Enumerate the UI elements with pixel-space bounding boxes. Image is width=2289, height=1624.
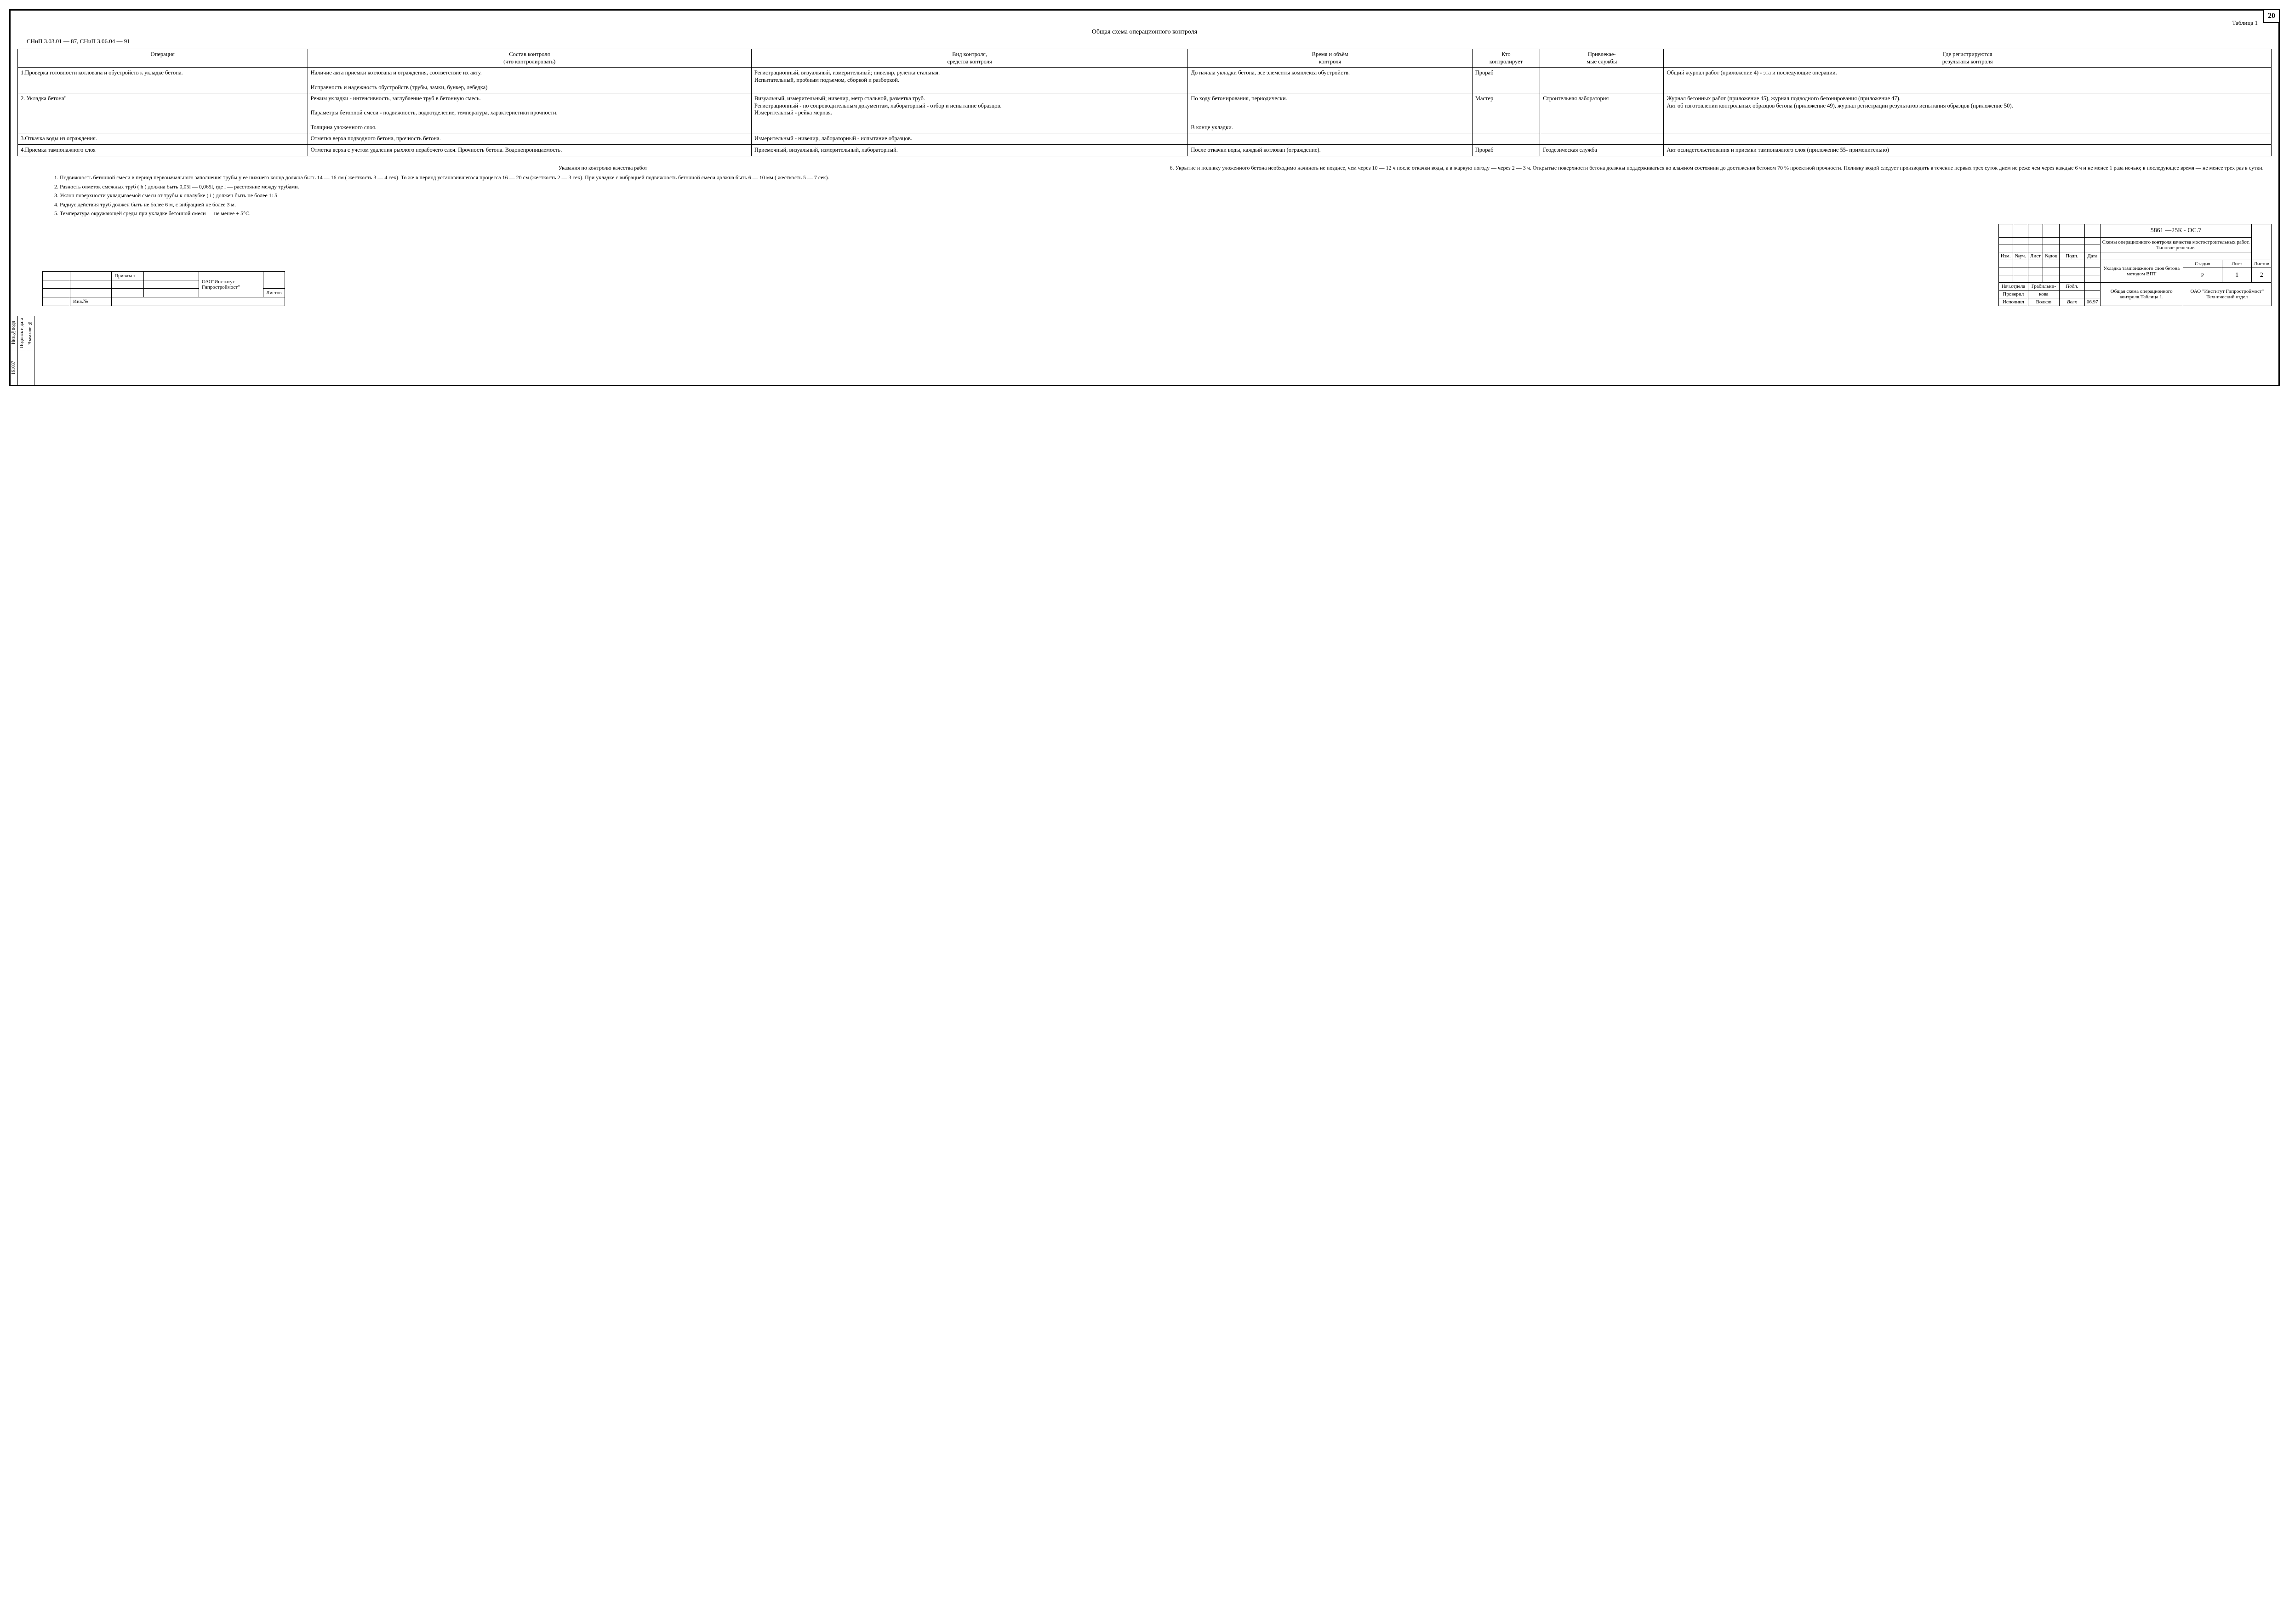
table-cell: Прораб [1472, 144, 1540, 156]
table-cell: Регистрационный, визуальный, измерительн… [751, 68, 1187, 93]
table-cell: 2. Укладка бетона" [18, 93, 308, 133]
note-item: 1. Подвижность бетонной смеси в период п… [54, 174, 1152, 182]
stamp-title1: Схемы операционного контроля качества мо… [2100, 238, 2252, 252]
stamp-code: 5861 —25К - ОС.7 [2100, 224, 2252, 238]
table-cell [1540, 133, 1664, 145]
quality-notes: Указания по контролю качества работ 1. П… [17, 165, 2272, 220]
note-item: 6. Укрытие и поливку уложенного бетона н… [1170, 165, 2267, 172]
table-label: Таблица 1 [17, 19, 2258, 27]
bind-role: Привязал [112, 272, 144, 280]
table-cell: Режим укладки - интенсивность, заглублен… [308, 93, 751, 133]
stamp-r1b: Грабильни- [2028, 283, 2059, 291]
side-label-vzam: Взам.инв.№ [28, 317, 33, 348]
stamp-sheet-v: 1 [2222, 268, 2252, 283]
table-cell: По ходу бетонирования, периодически. В к… [1188, 93, 1472, 133]
page-number: 20 [2263, 9, 2280, 23]
side-inv-number: 161037 [11, 352, 16, 383]
column-header: Вид контроля, средства контроля [751, 49, 1187, 68]
table-cell: Отметка верха подводного бетона, прочнос… [308, 133, 751, 145]
column-header: Время и объём контроля [1188, 49, 1472, 68]
stamp-r3d: 06.97 [2084, 298, 2100, 306]
note-item: 2. Разность отметок смежных труб ( h ) д… [54, 183, 1152, 191]
table-cell: Строительная лаборатория [1540, 93, 1664, 133]
stamp-col-header: Изм. [1998, 252, 2013, 260]
table-cell: Геодезическая служба [1540, 144, 1664, 156]
stamp-r1a: Нач.отдела [1998, 283, 2028, 291]
table-cell: 4.Приемка тампонажного слоя [18, 144, 308, 156]
title-block: 5861 —25К - ОС.7 Схемы операционного кон… [1998, 224, 2272, 306]
column-header: Где регистрируются результаты контроля [1664, 49, 2272, 68]
table-cell: 3.Откачка воды из ограждения. [18, 133, 308, 145]
table-cell: Отметка верха с учетом удаления рыхлого … [308, 144, 751, 156]
table-cell: Наличие акта приемки котлована и огражде… [308, 68, 751, 93]
table-cell [1472, 133, 1540, 145]
bind-sheets-h: Листов [263, 289, 285, 297]
stamp-col-header: Подп. [2059, 252, 2084, 260]
stamp-sheets-v: 2 [2252, 268, 2272, 283]
bind-inv-label: Инв.№ [70, 297, 112, 306]
stamp-r3b: Волков [2028, 298, 2059, 306]
stamp-r2b: кова [2028, 291, 2059, 298]
table-cell: 1.Проверка готовности котлована и обустр… [18, 68, 308, 93]
table-cell: Измерительный - нивелир, лабораторный - … [751, 133, 1187, 145]
table-cell: Журнал бетонных работ (приложение 45), ж… [1664, 93, 2272, 133]
note-item: 5. Температура окружающей среды при укла… [54, 210, 1152, 217]
binding-block: Привязал ОАО"Институт Гипростроймост" Ли… [42, 271, 285, 306]
table-cell: После откачки воды, каждый котлован (огр… [1188, 144, 1472, 156]
stamp-col-header: №уч. [2013, 252, 2028, 260]
table-cell [1188, 133, 1472, 145]
column-header: Операция [18, 49, 308, 68]
side-stamp: Инв.№подл Подпись и дата Взам.инв.№ 1610… [9, 316, 34, 386]
note-item: 3. Уклон поверхности укладываемой смеси … [54, 192, 1152, 199]
stamp-stage-v: Р [2183, 268, 2222, 283]
side-label-sign: Подпись и дата [19, 317, 24, 348]
stamp-sheets-h: Листов [2252, 260, 2272, 268]
table-row: 4.Приемка тампонажного слояОтметка верха… [18, 144, 2272, 156]
notes-heading: Указания по контролю качества работ [54, 165, 1152, 172]
table-row: 3.Откачка воды из ограждения.Отметка вер… [18, 133, 2272, 145]
stamp-col-header: Дата [2084, 252, 2100, 260]
table-cell: До начала укладки бетона, все элементы к… [1188, 68, 1472, 93]
drawing-frame: 20 Таблица 1 Общая схема операционного к… [9, 9, 2280, 386]
column-header: Привлекае- мые службы [1540, 49, 1664, 68]
table-cell: Визуальный, измерительный; нивелир, метр… [751, 93, 1187, 133]
doc-title: Общая схема операционного контроля [17, 28, 2272, 36]
table-row: 1.Проверка готовности котлована и обустр… [18, 68, 2272, 93]
column-header: Кто контролирует [1472, 49, 1540, 68]
stamp-col-header: Лист [2028, 252, 2043, 260]
bind-org: ОАО"Институт Гипростроймост" [199, 272, 263, 297]
table-cell: Прораб [1472, 68, 1540, 93]
stamp-title3: Общая схема операционного контроля.Табли… [2100, 283, 2183, 306]
table-cell: Мастер [1472, 93, 1540, 133]
stamp-col-header: №док [2043, 252, 2059, 260]
column-header: Состав контроля (что контролировать) [308, 49, 751, 68]
table-cell: Акт освидетельствования и приемки тампон… [1664, 144, 2272, 156]
table-cell [1664, 133, 2272, 145]
stamp-org: ОАО "Институт Гипростроймост" Технически… [2183, 283, 2271, 306]
stamp-r2a: Проверил [1998, 291, 2028, 298]
stamp-stage-h: Стадия [2183, 260, 2222, 268]
table-cell [1540, 68, 1664, 93]
control-scheme-table: ОперацияСостав контроля (что контролиров… [17, 49, 2272, 156]
side-label-inv: Инв.№подл [11, 317, 16, 348]
table-cell: Приемочный, визуальный, измерительный, л… [751, 144, 1187, 156]
stamp-sheet-h: Лист [2222, 260, 2252, 268]
table-row: 2. Укладка бетона"Режим укладки - интенс… [18, 93, 2272, 133]
stamp-title2: Укладка тампонажного слоя бетона методом… [2100, 260, 2183, 283]
stamp-r3a: Исполнил [1998, 298, 2028, 306]
snip-reference: СНиП 3.03.01 — 87, СНиП 3.06.04 — 91 [27, 38, 2272, 45]
table-cell: Общий журнал работ (приложение 4) - эта … [1664, 68, 2272, 93]
note-item: 4. Радиус действия труб должен быть не б… [54, 201, 1152, 209]
